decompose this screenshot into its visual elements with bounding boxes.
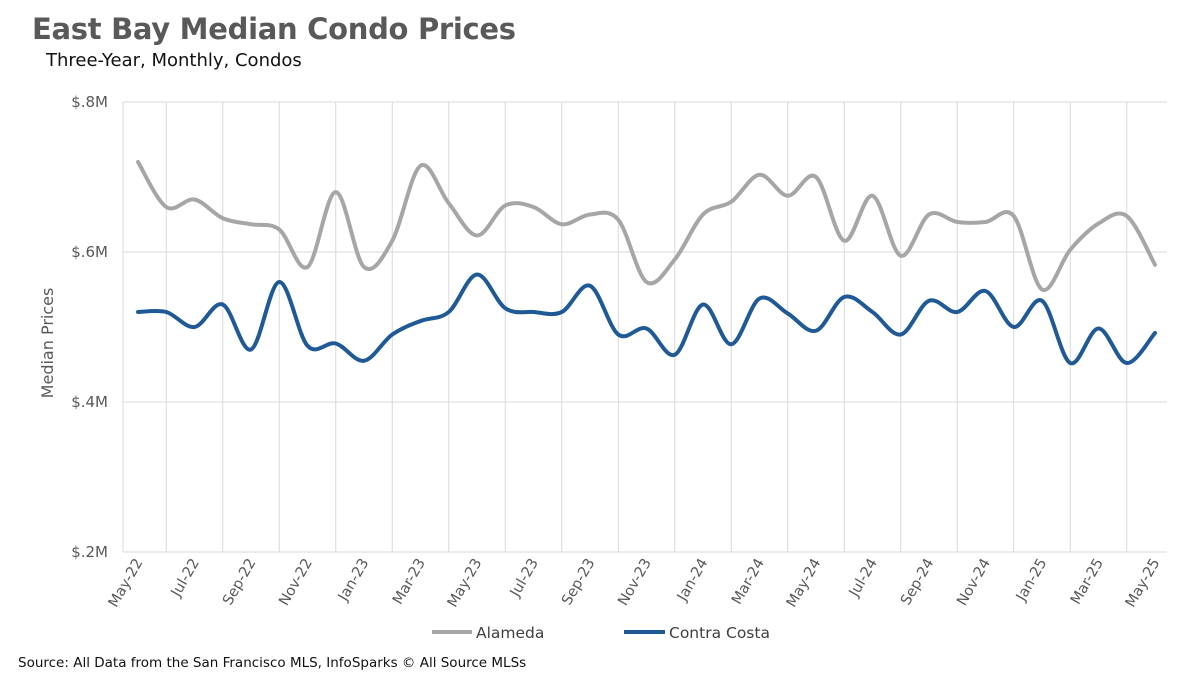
x-tick-label: Jan-24 bbox=[674, 556, 711, 605]
y-tick-label: $.8M bbox=[71, 93, 108, 111]
series-lines bbox=[136, 160, 1157, 366]
series-line-contra-costa bbox=[136, 272, 1157, 366]
y-axis-ticks: $.2M $.4M $.6M $.8M bbox=[71, 93, 108, 561]
chart-title: East Bay Median Condo Prices bbox=[32, 12, 516, 46]
x-tick-label: Jul-22 bbox=[168, 556, 203, 601]
x-tick-label: May-22 bbox=[106, 556, 147, 610]
x-tick-label: May-24 bbox=[784, 556, 825, 610]
x-tick-label: Jan-23 bbox=[335, 556, 372, 605]
x-tick-label: Jul-23 bbox=[507, 556, 542, 601]
x-tick-label: Mar-25 bbox=[1068, 556, 1107, 607]
x-tick-label: Sep-23 bbox=[559, 556, 598, 608]
chart-subtitle: Three-Year, Monthly, Condos bbox=[46, 50, 302, 71]
x-tick-label: Nov-24 bbox=[954, 556, 994, 609]
x-tick-label: Nov-23 bbox=[615, 556, 655, 609]
series-line-alameda bbox=[136, 160, 1157, 292]
source-note: Source: All Data from the San Francisco … bbox=[18, 655, 527, 671]
x-tick-label: Sep-22 bbox=[220, 556, 259, 608]
x-tick-label: Jul-24 bbox=[846, 556, 881, 601]
x-tick-label: Sep-24 bbox=[898, 556, 937, 608]
legend-label-alameda: Alameda bbox=[476, 624, 544, 642]
gridlines bbox=[122, 101, 1167, 553]
x-tick-label: May-23 bbox=[445, 556, 486, 610]
y-tick-label: $.2M bbox=[71, 543, 108, 561]
y-axis-label: Median Prices bbox=[38, 288, 57, 399]
y-tick-label: $.6M bbox=[71, 243, 108, 261]
legend-label-contra-costa: Contra Costa bbox=[669, 624, 770, 642]
legend: Alameda Contra Costa bbox=[432, 624, 770, 642]
y-tick-label: $.4M bbox=[71, 393, 108, 411]
x-tick-label: May-25 bbox=[1123, 556, 1164, 610]
x-tick-label: Nov-22 bbox=[276, 556, 316, 609]
x-tick-label: Mar-23 bbox=[390, 556, 429, 607]
x-axis-ticks: May-22 Jul-22 Sep-22 Nov-22 Jan-23 Mar-23 May-… bbox=[106, 556, 1164, 610]
x-tick-label: Jan-25 bbox=[1013, 556, 1050, 605]
x-tick-label: Mar-24 bbox=[729, 556, 768, 607]
